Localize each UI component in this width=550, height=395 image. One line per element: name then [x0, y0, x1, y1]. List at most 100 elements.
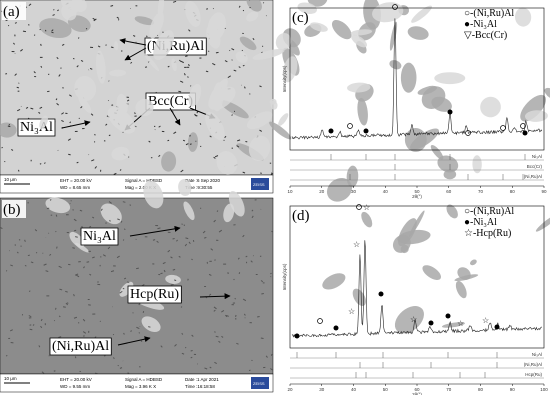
- grain: [107, 107, 136, 134]
- precipitate: [123, 228, 126, 231]
- precipitate: [251, 209, 254, 212]
- xrd-trace: [291, 18, 543, 140]
- precipitate: [188, 63, 190, 67]
- grain: [223, 203, 235, 223]
- precipitate: [248, 369, 251, 372]
- grain: [437, 155, 459, 173]
- precipitate: [85, 27, 88, 30]
- x-tick-label: 30: [319, 387, 325, 392]
- grain: [514, 7, 532, 27]
- precipitate: [209, 135, 212, 138]
- precipitate: [0, 226, 3, 230]
- precipitate: [72, 57, 75, 60]
- phase-marker: [445, 313, 451, 319]
- precipitate: [69, 94, 72, 97]
- precipitate: [130, 61, 133, 64]
- precipitate: [215, 335, 219, 338]
- precipitate: [213, 309, 216, 312]
- precipitate: [94, 133, 96, 136]
- precipitate: [259, 129, 263, 132]
- precipitate: [213, 306, 217, 310]
- grain: [69, 231, 85, 248]
- precipitate: [237, 139, 241, 142]
- precipitate: [40, 318, 43, 322]
- grain: [143, 180, 164, 209]
- info-date: Date :1 Apr 2021: [185, 377, 219, 382]
- precipitate: [208, 293, 212, 296]
- arrow: [169, 107, 181, 126]
- phase-marker: [522, 130, 528, 136]
- arrow: [124, 47, 147, 61]
- phase-marker: [333, 325, 339, 331]
- arrow: [61, 120, 91, 129]
- precipitate: [72, 247, 75, 249]
- grain: [212, 82, 224, 112]
- precipitate: [79, 209, 83, 212]
- scale-label: 10 μm: [4, 376, 17, 381]
- precipitate: [270, 172, 274, 176]
- precipitate: [204, 367, 208, 370]
- grain: [535, 212, 550, 232]
- precipitate: [58, 74, 61, 77]
- precipitate: [214, 155, 219, 158]
- precipitate: [238, 5, 241, 8]
- precipitate: [32, 324, 35, 326]
- grain: [441, 322, 465, 328]
- precipitate: [30, 261, 34, 264]
- precipitate: [61, 112, 65, 115]
- panel-label-bg: [2, 200, 26, 218]
- x-axis-label: 2θ(°): [412, 194, 422, 199]
- precipitate: [176, 239, 178, 242]
- precipitate: [183, 73, 186, 76]
- precipitate: [184, 346, 187, 349]
- grain: [171, 58, 177, 72]
- precipitate: [227, 75, 231, 79]
- xrd-panel-c: Intensity(cps) Ni₃Al Bcc(Cr) (Ni,Ru)Al 10 20 3…: [282, 4, 547, 199]
- precipitate: [205, 70, 209, 73]
- precipitate: [62, 306, 66, 308]
- precipitate: [77, 37, 80, 39]
- precipitate: [20, 245, 22, 247]
- precipitate: [94, 372, 98, 375]
- grain: [75, 242, 90, 253]
- xrd-panel-d: ☆ ☆ ☆ ☆ ☆ ☆ Intensity(cps) Ni₃Al (Ni,Ru)Al Hcp(Ru…: [282, 203, 548, 395]
- precipitate: [190, 356, 193, 359]
- panel-label: (b): [3, 202, 21, 218]
- precipitate: [110, 4, 114, 7]
- precipitate: [76, 65, 79, 68]
- precipitate: [218, 229, 223, 233]
- precipitate: [182, 139, 186, 142]
- grain: [454, 274, 479, 282]
- x-tick-label: 90: [510, 387, 516, 392]
- info-wd: WD = 9.55 mm: [60, 384, 90, 389]
- grain: [326, 178, 352, 202]
- grain: [331, 19, 352, 40]
- precipitate: [55, 214, 58, 217]
- info-signal: Signal A = HDBSD: [125, 178, 163, 183]
- grain: [39, 115, 48, 129]
- phase-marker: [356, 204, 362, 210]
- precipitate: [9, 329, 13, 332]
- precipitate: [39, 163, 42, 165]
- grain: [239, 36, 257, 51]
- x-tick-label: 60: [414, 387, 420, 392]
- reference-label: Ni₃Al: [532, 352, 542, 357]
- reference-label: Hcp(Ru): [525, 372, 542, 377]
- grain: [207, 12, 226, 41]
- phase-marker: ☆: [457, 319, 464, 328]
- grain: [188, 83, 202, 107]
- precipitate: [49, 253, 52, 256]
- reference-label: (Ni,Ru)Al: [524, 174, 542, 179]
- grain: [246, 111, 273, 130]
- precipitate: [213, 219, 216, 223]
- precipitate: [69, 121, 72, 124]
- precipitate: [158, 125, 161, 128]
- precipitate: [105, 123, 108, 126]
- grain: [100, 203, 122, 225]
- grain: [74, 75, 97, 102]
- grain: [346, 165, 359, 188]
- phase-marker: [392, 4, 398, 10]
- precipitate: [179, 59, 182, 62]
- precipitate: [80, 60, 84, 62]
- grain: [400, 62, 417, 93]
